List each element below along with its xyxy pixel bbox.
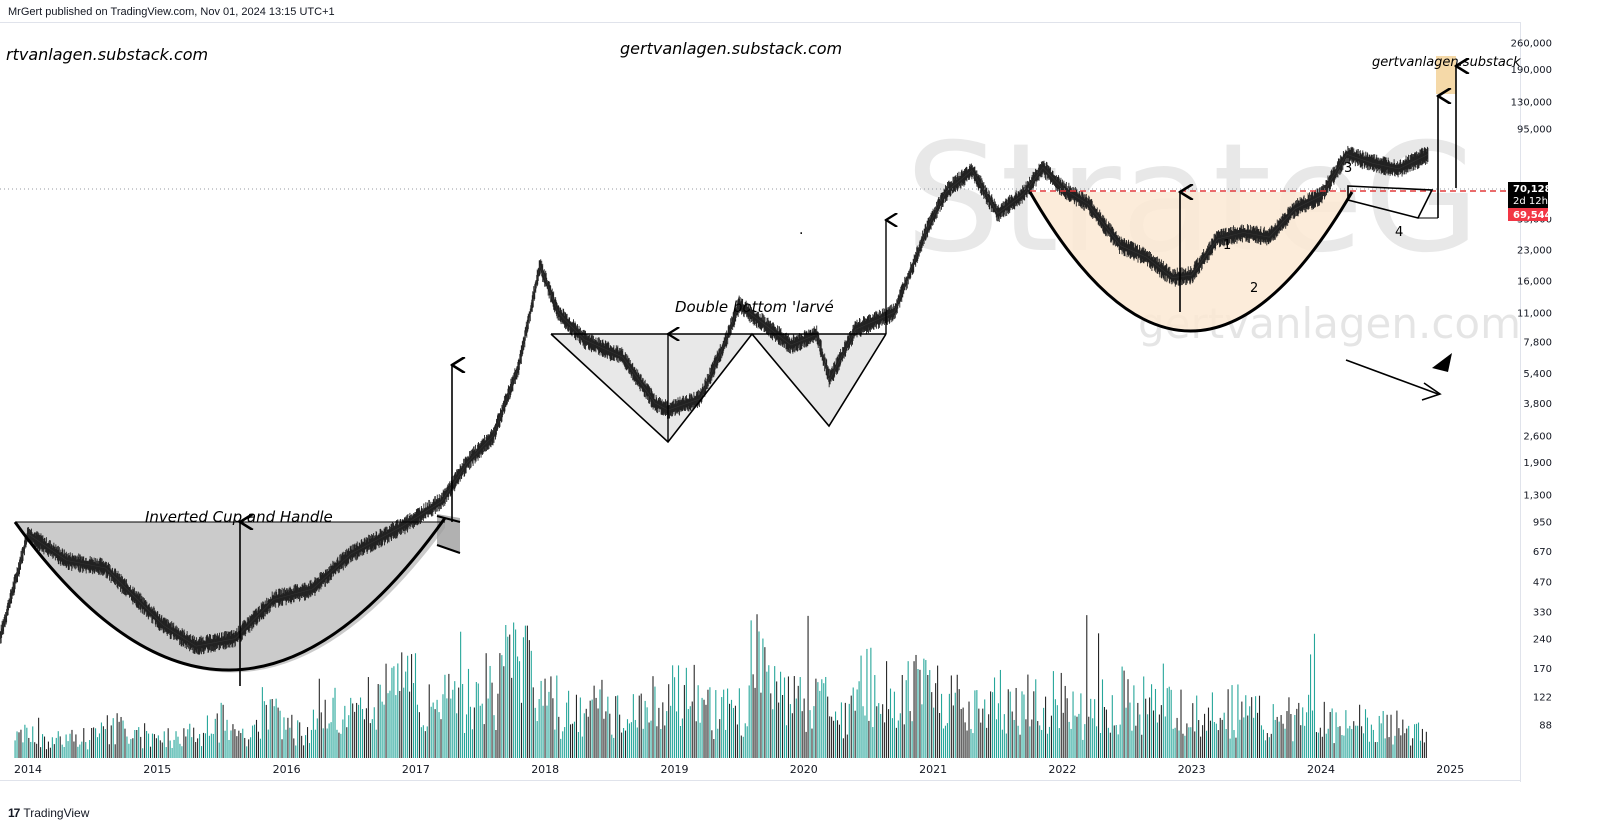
y-tick-label: 2,600 bbox=[1523, 431, 1552, 442]
cursor-icon bbox=[1432, 353, 1452, 372]
x-tick-label: 2021 bbox=[919, 763, 947, 776]
low-price-badge: 69,544 bbox=[1513, 210, 1552, 221]
price-axis[interactable]: 260,000190,000130,00095,00033,00023,0001… bbox=[1511, 38, 1552, 731]
y-tick-label: 11,000 bbox=[1517, 308, 1552, 319]
y-tick-label: 95,000 bbox=[1517, 124, 1552, 135]
x-tick-label: 2018 bbox=[531, 763, 559, 776]
watermark-right: gertvanlagen.substack bbox=[1372, 55, 1521, 70]
x-tick-label: 2019 bbox=[661, 763, 689, 776]
watermark-center: gertvanlagen.substack.com bbox=[620, 39, 842, 58]
trend-arrow bbox=[1345, 359, 1439, 395]
volume-bars bbox=[14, 614, 1427, 758]
price-candles bbox=[0, 145, 1429, 655]
y-tick-label: 5,400 bbox=[1523, 369, 1552, 380]
x-tick-label: 2014 bbox=[14, 763, 42, 776]
x-tick-label: 2025 bbox=[1436, 763, 1464, 776]
tradingview-logo-icon: 17 bbox=[8, 806, 20, 820]
trend-arrow-head bbox=[1421, 382, 1442, 401]
top-divider bbox=[0, 22, 1520, 23]
y-tick-label: 950 bbox=[1533, 517, 1552, 528]
tradingview-footer[interactable]: 17 TradingView bbox=[8, 806, 89, 820]
x-tick-label: 2015 bbox=[143, 763, 171, 776]
countdown-badge: 2d 12h bbox=[1513, 196, 1548, 207]
y-tick-label: 260,000 bbox=[1511, 38, 1552, 49]
current-price-badge-bg bbox=[1508, 182, 1548, 208]
y-tick-label: 16,000 bbox=[1517, 276, 1552, 287]
y-tick-label: 7,800 bbox=[1523, 338, 1552, 349]
y-tick-label: 240 bbox=[1533, 635, 1552, 646]
wave-label-3: 3 bbox=[1344, 161, 1352, 176]
y-tick-label: 170 bbox=[1533, 664, 1552, 675]
inverted-cup-curve bbox=[13, 517, 447, 672]
y-tick-label: 130,000 bbox=[1511, 98, 1552, 109]
y-tick-label: 190,000 bbox=[1511, 65, 1552, 76]
x-tick-label: 2023 bbox=[1178, 763, 1206, 776]
time-axis[interactable]: 2014 2015 2016 2017 2018 2019 2020 2021 2022 2023… bbox=[14, 763, 1464, 776]
current-price-badge: 70,128 bbox=[1513, 184, 1552, 195]
price-close-line bbox=[0, 153, 1429, 647]
y-tick-label: 670 bbox=[1533, 547, 1552, 558]
wave-label-4: 4 bbox=[1395, 225, 1403, 240]
published-header: MrGert published on TradingView.com, Nov… bbox=[8, 6, 335, 18]
y-tick-label: 23,000 bbox=[1517, 245, 1552, 256]
x-tick-label: 2022 bbox=[1048, 763, 1076, 776]
x-tick-label: 2017 bbox=[402, 763, 430, 776]
double-bottom-fill bbox=[551, 334, 886, 442]
x-tick-label: 2020 bbox=[790, 763, 818, 776]
y-tick-label: 122 bbox=[1533, 692, 1552, 703]
low-price-badge-bg bbox=[1508, 208, 1548, 221]
x-tick-label: 2016 bbox=[273, 763, 301, 776]
watermark-left: rtvanlagen.substack.com bbox=[6, 45, 208, 64]
target-box bbox=[1436, 56, 1456, 94]
time-axis-divider bbox=[0, 780, 1520, 781]
dot-mark: . bbox=[799, 222, 803, 238]
tradingview-brand: TradingView bbox=[23, 806, 90, 820]
cup-curve-2 bbox=[1028, 191, 1354, 333]
double-bottom-outline bbox=[550, 332, 887, 444]
wave-label-2: 2 bbox=[1250, 281, 1258, 296]
x-tick-label: 2024 bbox=[1307, 763, 1335, 776]
price-axis-divider bbox=[1520, 22, 1521, 782]
y-tick-label: 88 bbox=[1539, 720, 1552, 731]
y-tick-label: 1,900 bbox=[1523, 458, 1552, 469]
y-tick-label: 470 bbox=[1533, 577, 1552, 588]
handle-line-bottom bbox=[436, 544, 461, 554]
y-tick-label: 1,300 bbox=[1523, 491, 1552, 502]
y-tick-label: 330 bbox=[1533, 608, 1552, 619]
double-bottom-label: Double bottom 'larvé bbox=[675, 298, 834, 316]
y-tick-label: 3,800 bbox=[1523, 399, 1552, 410]
cup-label: Inverted Cup and Handle bbox=[145, 508, 333, 526]
handle-line-top bbox=[436, 515, 461, 523]
wave-label-1: 1 bbox=[1223, 238, 1231, 253]
